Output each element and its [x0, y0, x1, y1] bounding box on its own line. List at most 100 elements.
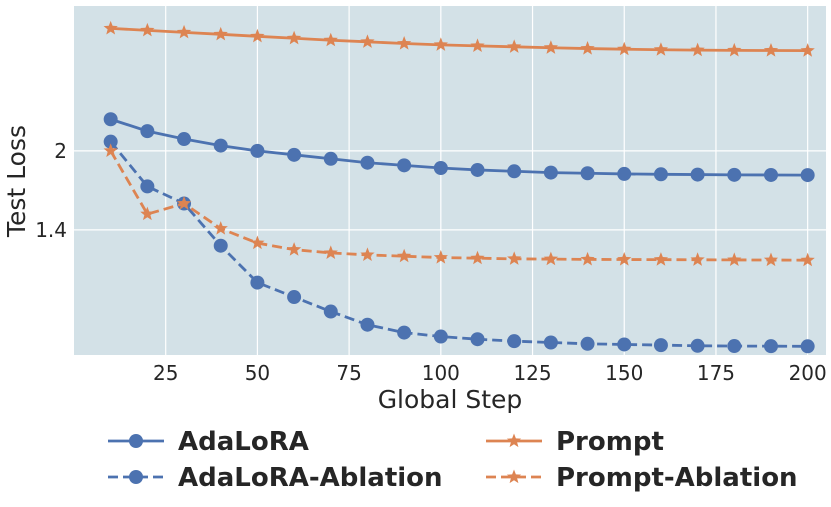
data-point	[433, 329, 448, 344]
data-point	[470, 38, 485, 52]
data-point	[543, 251, 559, 266]
data-point	[103, 143, 118, 157]
data-point	[617, 41, 632, 56]
data-point	[543, 335, 558, 350]
series-prompt	[103, 20, 815, 57]
data-point	[213, 26, 228, 41]
data-point	[397, 158, 412, 173]
data-point	[103, 134, 118, 149]
data-point	[103, 20, 118, 35]
data-point	[213, 238, 228, 253]
data-point	[507, 251, 522, 265]
series-layer	[103, 20, 815, 354]
data-point	[286, 30, 302, 45]
plot-background	[74, 6, 826, 355]
data-point	[580, 166, 595, 181]
data-point	[213, 138, 228, 153]
data-point	[763, 167, 778, 182]
data-point	[763, 43, 779, 57]
data-point	[250, 235, 265, 250]
data-point	[763, 339, 778, 354]
data-point	[800, 168, 815, 183]
series-prompt-ablation	[103, 143, 815, 267]
data-point	[140, 124, 155, 139]
data-point	[397, 248, 412, 263]
data-point	[580, 41, 595, 55]
data-point	[543, 165, 558, 180]
data-point	[323, 304, 338, 319]
series-adalora-ablation	[103, 134, 815, 354]
data-point	[140, 179, 155, 194]
data-point	[507, 164, 522, 179]
data-point	[727, 252, 742, 266]
data-point	[360, 155, 375, 170]
data-point	[433, 250, 448, 264]
legend-marker	[129, 470, 143, 484]
x-tick-labels: 25 50 75 100 125 150 175 200	[153, 361, 827, 385]
data-point	[653, 167, 668, 182]
data-point	[690, 42, 705, 57]
data-point	[653, 338, 668, 353]
data-point	[140, 206, 155, 221]
legend-label: AdaLoRA	[178, 427, 309, 457]
data-point	[800, 339, 815, 354]
legend-label: AdaLoRA-Ablation	[178, 463, 443, 493]
data-point	[250, 275, 265, 290]
data-point	[580, 251, 595, 266]
data-point	[176, 196, 192, 210]
y-tick-labels: 1.42	[35, 139, 67, 242]
legend-marker	[506, 433, 522, 448]
x-tick-label: 50	[245, 361, 270, 385]
data-point	[727, 167, 742, 182]
data-point	[250, 28, 265, 43]
data-point	[470, 162, 485, 177]
data-point	[470, 332, 485, 347]
data-point	[323, 151, 338, 166]
data-point	[800, 43, 815, 57]
y-tick-label: 2	[54, 139, 67, 163]
series-line-prompt	[110, 26, 808, 53]
data-point	[800, 252, 815, 267]
x-tick-label: 25	[153, 361, 178, 385]
data-point	[323, 245, 338, 259]
legend-entry-adalora: AdaLoRA	[108, 427, 309, 457]
data-point	[763, 252, 779, 267]
data-point	[177, 132, 192, 147]
legend-label: Prompt-Ablation	[556, 463, 798, 493]
data-point	[617, 337, 632, 352]
x-tick-label: 125	[513, 361, 551, 385]
x-axis-label: Global Step	[378, 385, 523, 414]
data-point	[580, 336, 595, 351]
data-point	[103, 112, 118, 127]
legend-entry-adalora-ablation: AdaLoRA-Ablation	[108, 463, 443, 493]
x-tick-label: 175	[697, 361, 735, 385]
data-point	[360, 317, 375, 332]
series-adalora	[103, 112, 815, 183]
data-point	[250, 143, 265, 158]
data-point	[360, 247, 375, 261]
data-point	[690, 167, 705, 182]
legend-entry-prompt: Prompt	[486, 427, 664, 457]
data-point	[727, 339, 742, 354]
data-point	[507, 39, 522, 53]
data-point	[617, 252, 632, 266]
data-point	[287, 147, 302, 162]
data-point	[176, 24, 192, 39]
data-point	[397, 325, 412, 340]
data-point	[397, 36, 412, 50]
data-point	[433, 160, 448, 175]
x-tick-label: 100	[422, 361, 460, 385]
data-point	[653, 42, 669, 56]
data-point	[543, 40, 559, 54]
data-point	[617, 166, 632, 181]
legend-label: Prompt	[556, 427, 664, 457]
data-point	[433, 37, 448, 51]
data-point	[653, 252, 669, 266]
y-tick-label: 1.4	[35, 218, 67, 242]
data-point	[213, 221, 228, 235]
data-point	[286, 242, 302, 256]
x-tick-label: 150	[605, 361, 643, 385]
data-point	[470, 250, 485, 265]
legend: AdaLoRA AdaLoRA-Ablation Prompt Prompt-Abla…	[108, 427, 798, 493]
data-point	[360, 34, 375, 48]
